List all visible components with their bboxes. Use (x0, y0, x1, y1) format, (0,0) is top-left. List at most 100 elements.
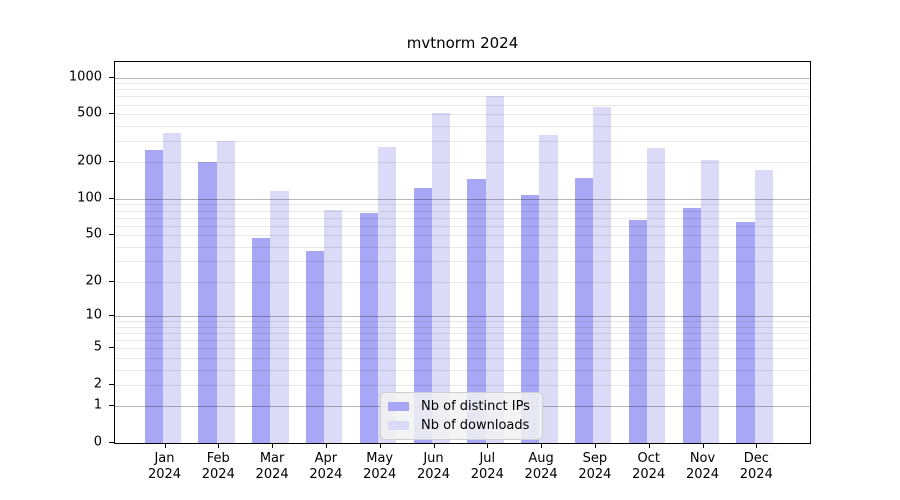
gridline-minor (115, 162, 810, 164)
x-tick-mark (702, 443, 704, 448)
y-tick-label: 50 (85, 226, 102, 242)
x-tick-label-oct: Oct 2024 (632, 451, 666, 482)
x-tick-mark (594, 443, 596, 448)
gridline-minor (115, 217, 810, 219)
bar-downloads-sep (593, 107, 612, 443)
x-tick-mark (379, 443, 381, 448)
y-tick-mark (109, 113, 114, 115)
plot-area: Nb of distinct IPs Nb of downloads (114, 61, 811, 444)
gridline-minor (115, 333, 810, 334)
x-tick-label-aug: Aug 2024 (524, 451, 558, 482)
x-tick-mark (648, 443, 650, 448)
x-tick-label-jul: Jul 2024 (470, 451, 504, 482)
bar-distinct-ips-jan (144, 149, 163, 443)
y-tick-label: 2 (93, 376, 102, 392)
bar-downloads-oct (647, 148, 666, 443)
bar-downloads-feb (216, 141, 235, 443)
x-tick-label-feb: Feb 2024 (201, 451, 235, 482)
gridline-minor (115, 204, 810, 206)
y-tick-label: 10 (85, 307, 102, 323)
bar-downloads-apr (324, 209, 343, 443)
x-tick-label-may: May 2024 (363, 451, 397, 482)
bar-downloads-jul (485, 96, 504, 443)
x-tick-mark (433, 443, 435, 448)
y-tick-mark (109, 383, 114, 385)
y-tick-mark (109, 234, 114, 236)
bar-distinct-ips-feb (198, 162, 217, 443)
y-tick-mark (109, 280, 114, 282)
gridline-minor (115, 326, 810, 328)
y-tick-mark (109, 161, 114, 163)
bar-distinct-ips-aug (521, 195, 540, 443)
gridline-minor (115, 348, 810, 350)
legend-item-downloads: Nb of downloads (388, 418, 530, 433)
x-tick-mark (164, 443, 166, 448)
gridline-minor (115, 357, 810, 359)
y-tick-label: 5 (93, 339, 102, 355)
y-tick-label: 0 (93, 434, 102, 450)
gridline-minor (115, 369, 810, 371)
bar-distinct-ips-may (359, 213, 378, 443)
bar-downloads-jan (162, 132, 182, 443)
legend-swatch-distinct-ips (388, 402, 409, 411)
gridline-minor (115, 125, 810, 127)
y-tick-mark (109, 405, 114, 407)
x-tick-mark (325, 443, 327, 448)
gridline-major (115, 316, 810, 318)
x-tick-mark (218, 443, 220, 448)
bar-distinct-ips-nov (682, 207, 701, 443)
gridline-minor (115, 89, 810, 91)
x-tick-label-sep: Sep 2024 (578, 451, 612, 482)
y-tick-label: 1 (93, 397, 102, 413)
chart-title: mvtnorm 2024 (406, 34, 519, 52)
bar-downloads-nov (700, 159, 720, 443)
gridline-minor (115, 141, 810, 143)
bar-distinct-ips-oct (628, 219, 647, 443)
legend: Nb of distinct IPs Nb of downloads (380, 392, 543, 440)
y-tick-mark (109, 197, 114, 199)
y-tick-mark (109, 347, 114, 349)
bar-downloads-mar (270, 190, 289, 443)
y-tick-mark (109, 76, 114, 78)
gridline-minor (115, 96, 810, 98)
y-tick-mark (109, 442, 114, 443)
y-tick-label: 500 (77, 105, 102, 121)
x-tick-mark (541, 443, 543, 448)
bar-downloads-dec (754, 170, 773, 443)
bar-distinct-ips-apr (305, 250, 325, 443)
bar-downloads-jun (431, 112, 451, 443)
y-tick-label: 100 (77, 190, 102, 206)
bar-downloads-may (378, 147, 397, 443)
gridline-minor (115, 281, 810, 283)
bar-distinct-ips-jul (467, 178, 486, 443)
x-tick-label-nov: Nov 2024 (685, 451, 720, 482)
y-tick-mark (109, 315, 114, 317)
y-tick-label: 200 (77, 153, 102, 169)
x-tick-label-mar: Mar 2024 (255, 451, 289, 482)
legend-label-downloads: Nb of downloads (421, 418, 530, 433)
gridline-minor (115, 261, 810, 263)
x-tick-label-jan: Jan 2024 (147, 451, 182, 482)
bar-downloads-aug (539, 135, 558, 443)
gridline-minor (115, 104, 810, 106)
gridline-minor (115, 235, 810, 237)
gridline-minor (115, 83, 810, 85)
gridline-minor (115, 210, 810, 212)
y-tick-label: 1000 (68, 69, 102, 85)
y-tick-label: 20 (85, 273, 102, 289)
gridline-minor (115, 340, 810, 342)
x-tick-mark (756, 443, 758, 448)
gridline-minor (115, 384, 810, 386)
x-tick-mark (272, 443, 274, 448)
x-tick-label-dec: Dec 2024 (739, 451, 773, 482)
gridline-minor (115, 225, 810, 227)
legend-label-distinct-ips: Nb of distinct IPs (421, 399, 530, 414)
gridline-major (115, 198, 810, 200)
gridline-major (115, 77, 810, 79)
gridline-minor (115, 114, 810, 116)
legend-item-distinct-ips: Nb of distinct IPs (388, 399, 530, 414)
x-tick-label-apr: Apr 2024 (309, 451, 343, 482)
gridline-minor (115, 321, 810, 323)
gridline-minor (115, 246, 810, 248)
